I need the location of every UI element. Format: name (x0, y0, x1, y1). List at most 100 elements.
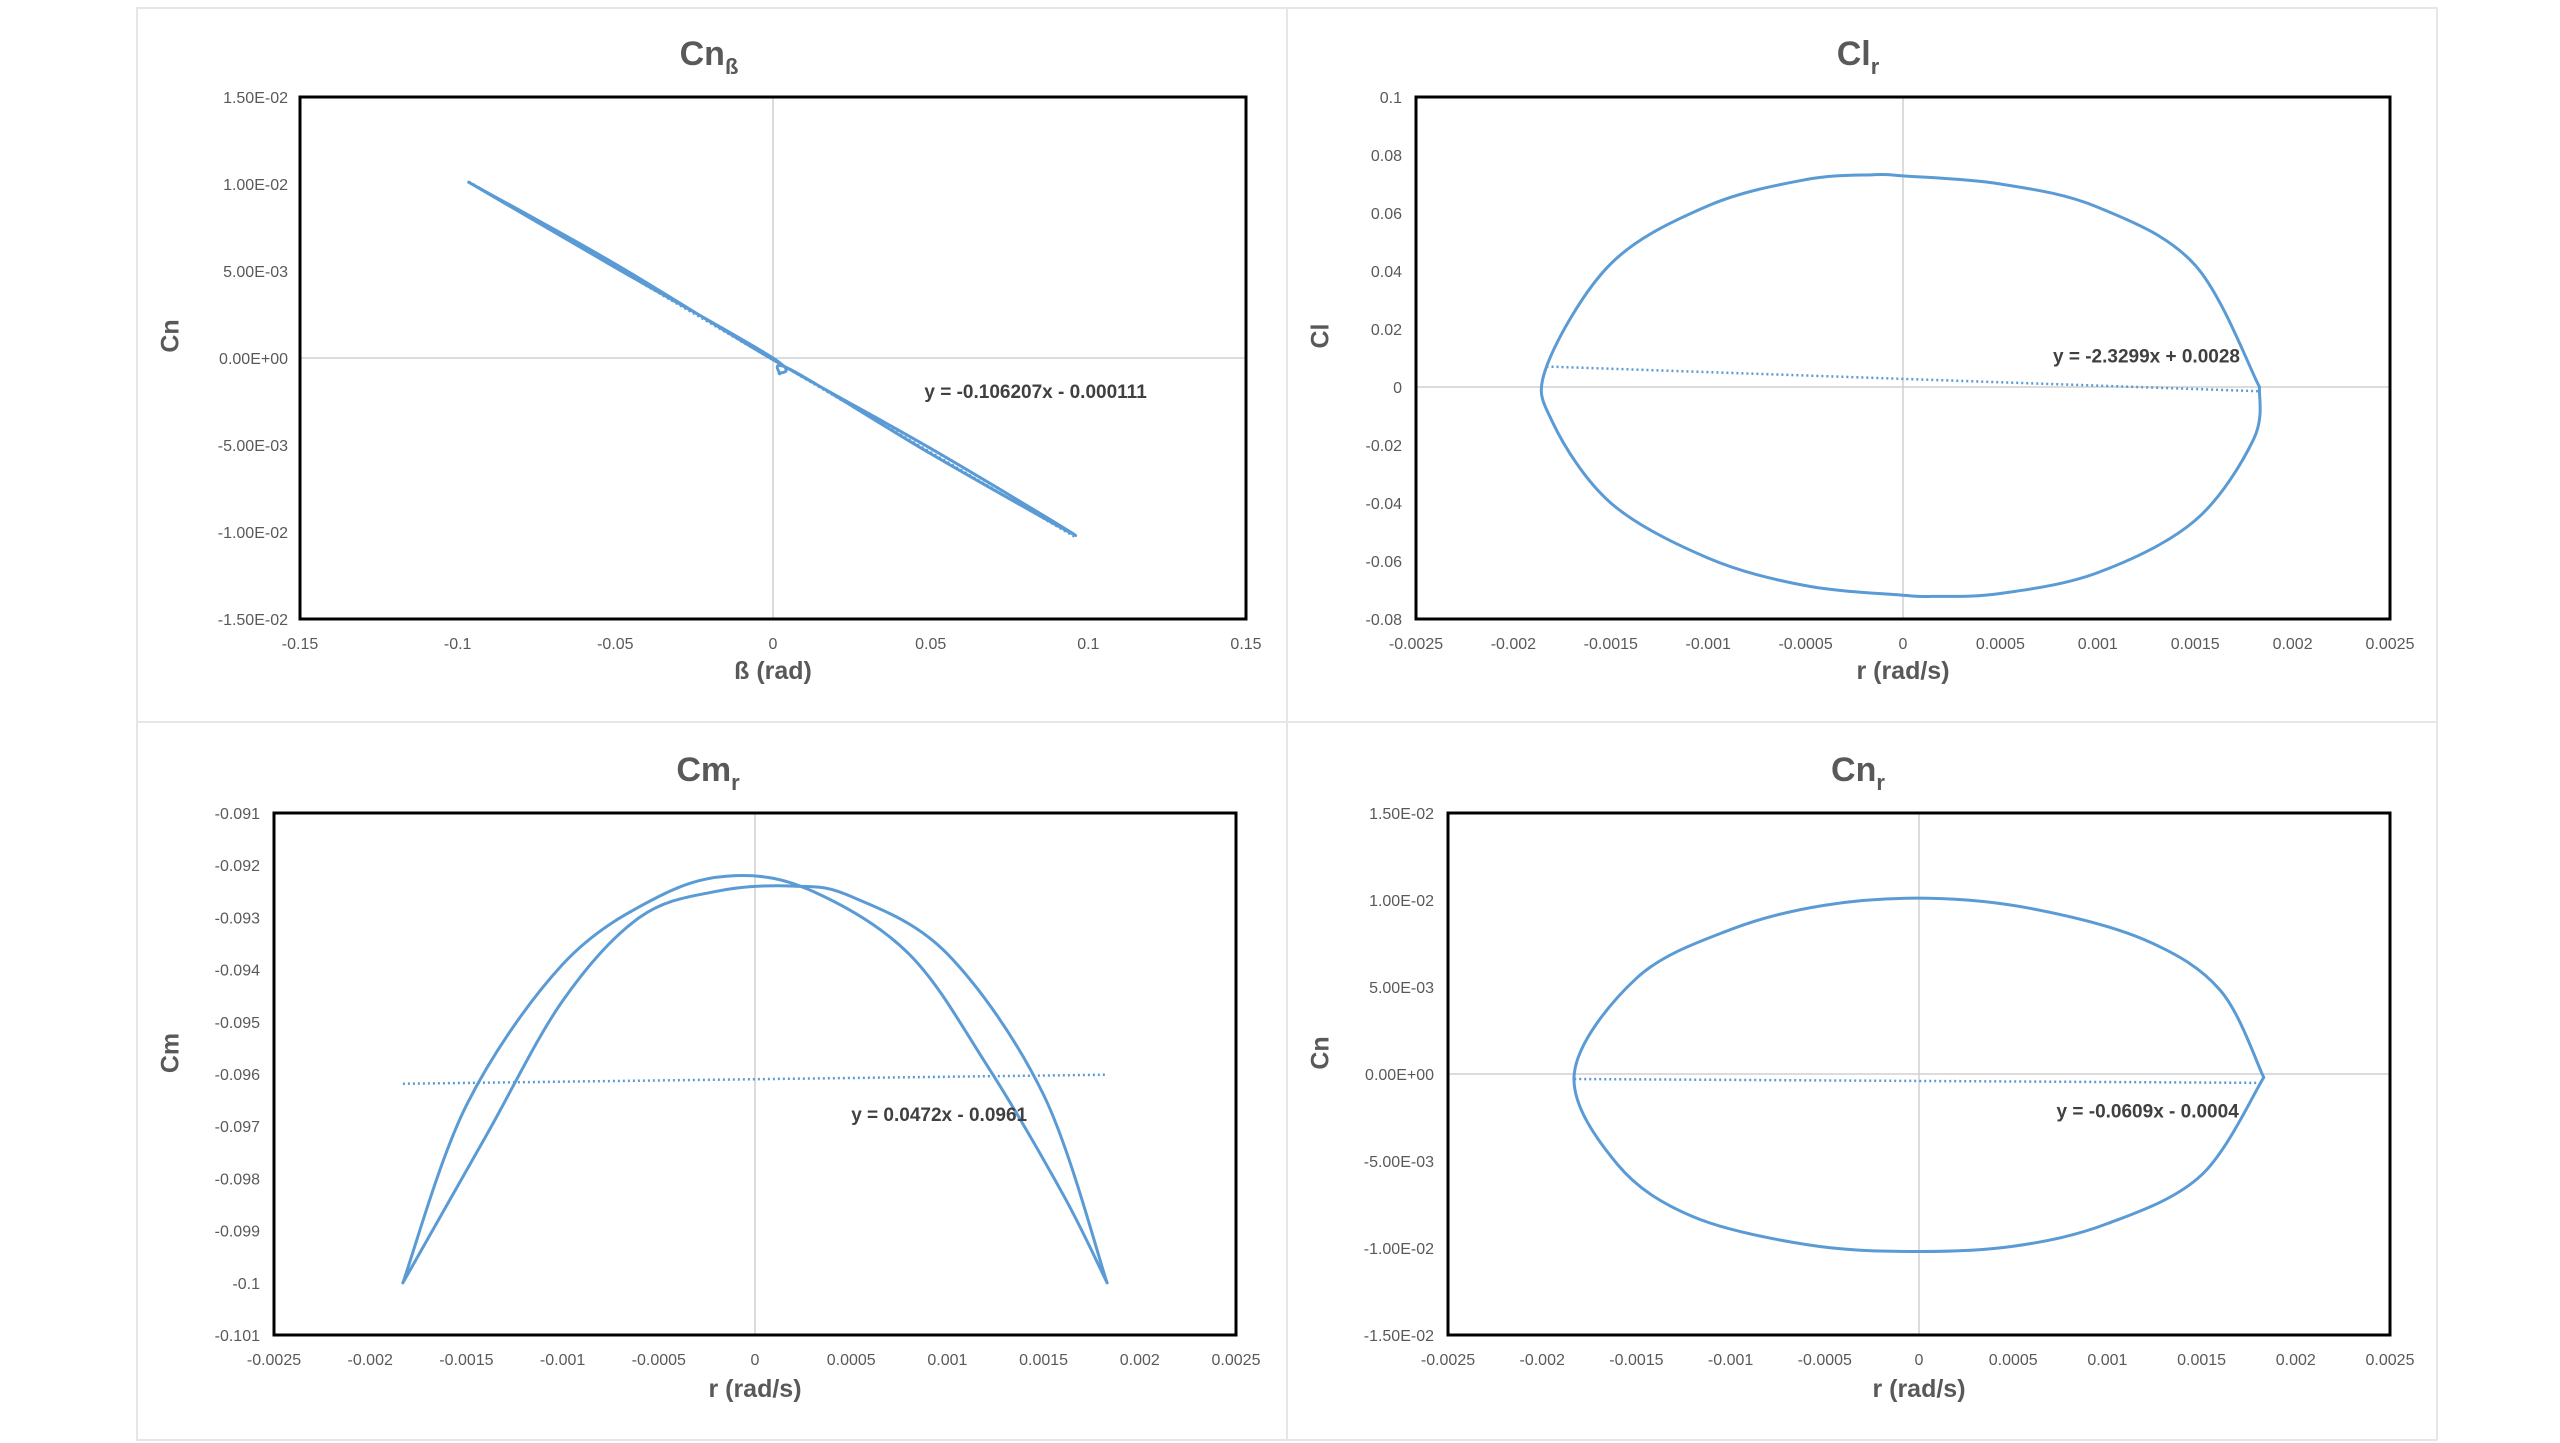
x-axis-title: ß (rad) (734, 657, 812, 685)
y-tick-label: 0 (1393, 380, 1402, 397)
y-axis-title: Cn (157, 319, 185, 352)
y-tick-label: -5.00E-03 (218, 438, 288, 455)
series-line-0 (1539, 172, 2262, 599)
chart-panel-cn-beta: Cnß 1.50E-02 1.00E-02 5.00E-03 0.00E+00 -5.00… (136, 7, 1288, 723)
x-tick-label: -0.0015 (439, 1352, 493, 1369)
plot-area-border (298, 95, 1248, 621)
x-tick-label: 0 (1899, 636, 1908, 653)
y-tick-label: -0.04 (1366, 496, 1403, 513)
trendline (468, 180, 1077, 539)
trendline-equation: y = -2.3299x + 0.0028 (2053, 346, 2240, 367)
y-tick-label: -1.50E-02 (1364, 1328, 1434, 1345)
y-tick-label: -1.00E-02 (1364, 1241, 1434, 1258)
y-axis-title: Cm (157, 1033, 185, 1073)
x-tick-label: -0.0015 (1584, 636, 1638, 653)
chart-svg: Cmr-0.091-0.092-0.093-0.094-0.095-0.096-… (157, 751, 1261, 1403)
x-tick-label: -0.0025 (247, 1352, 301, 1369)
chart-title: Clr (1837, 35, 1880, 79)
x-tick-label: -0.002 (348, 1352, 393, 1369)
x-tick-label: -0.001 (1686, 636, 1731, 653)
y-tick-label: -0.093 (215, 910, 260, 927)
series-line-0 (401, 874, 1109, 1285)
trendline-equation: y = 0.0472x - 0.0961 (851, 1105, 1027, 1126)
y-tick-label: 1.00E-02 (223, 177, 288, 194)
x-tick-label: -0.1 (444, 636, 472, 653)
x-tick-label: -0.05 (597, 636, 634, 653)
plot-area-border (1414, 95, 2392, 621)
chart-title-subscript: ß (725, 54, 738, 79)
chart-title-main: Cn (1831, 751, 1876, 789)
chart-title-main: Cm (676, 751, 731, 789)
y-tick-label: -0.1 (232, 1276, 260, 1293)
y-tick-label: 5.00E-03 (223, 264, 288, 281)
y-tick-label: -0.097 (215, 1119, 260, 1136)
y-tick-label: -5.00E-03 (1364, 1154, 1434, 1171)
x-tick-label: 0.1 (1077, 636, 1099, 653)
x-tick-label: 0.0005 (1989, 1352, 2038, 1369)
y-tick-label: 0.02 (1371, 322, 1402, 339)
x-tick-label: 0.001 (2087, 1352, 2127, 1369)
series-line-0 (1572, 896, 2266, 1254)
x-tick-label: -0.0005 (632, 1352, 686, 1369)
y-tick-label: 5.00E-03 (1369, 980, 1434, 997)
x-axis-title: r (rad/s) (708, 1375, 801, 1403)
y-tick-label: -0.06 (1366, 554, 1403, 571)
y-tick-label: -0.094 (215, 963, 260, 980)
trendline (1546, 365, 2260, 393)
y-tick-label: 0.00E+00 (1365, 1067, 1434, 1084)
y-tick-label: 1.00E-02 (1369, 893, 1434, 910)
chart-panel-cm-r: Cmr -0.091 -0.092 -0.093 -0.094 -0.095 -0.096-… (136, 721, 1288, 1441)
chart-panel-cn-r: Cnr 1.50E-02 1.00E-02 5.00E-03 0.00E+00 -5.00… (1286, 721, 2438, 1441)
y-tick-label: 0.1 (1380, 90, 1402, 107)
y-tick-label: -0.02 (1366, 438, 1403, 455)
y-tick-label: 1.50E-02 (1369, 806, 1434, 823)
x-tick-label: 0.0025 (2366, 636, 2415, 653)
y-tick-label: 0.04 (1371, 264, 1402, 281)
x-tick-label: 0 (769, 636, 778, 653)
x-tick-label: 0 (1915, 1352, 1924, 1369)
x-tick-label: -0.001 (1708, 1352, 1753, 1369)
x-tick-label: -0.002 (1520, 1352, 1565, 1369)
chart-title-subscript: r (1871, 54, 1880, 79)
trendline-equation: y = -0.0609x - 0.0004 (2057, 1102, 2240, 1123)
chart-title-subscript: r (1876, 770, 1885, 795)
y-tick-label: 0.00E+00 (219, 351, 288, 368)
plot-area-border (272, 811, 1238, 1337)
chart-title-main: Cl (1837, 35, 1871, 73)
x-tick-label: -0.001 (540, 1352, 585, 1369)
x-tick-label: -0.0005 (1798, 1352, 1852, 1369)
y-tick-label: -0.096 (215, 1067, 260, 1084)
x-tick-label: -0.0025 (1389, 636, 1443, 653)
chart-title-main: Cn (680, 35, 725, 73)
y-tick-label: -0.091 (215, 806, 260, 823)
trendline (402, 1073, 1108, 1085)
y-tick-label: 0.06 (1371, 206, 1402, 223)
y-tick-label: -0.095 (215, 1015, 260, 1032)
x-tick-label: 0.002 (1120, 1352, 1160, 1369)
x-tick-label: -0.002 (1491, 636, 1536, 653)
chart-svg: Cnr1.50E-021.00E-025.00E-030.00E+00-5.00… (1307, 751, 2415, 1403)
x-tick-label: 0.0005 (827, 1352, 876, 1369)
y-tick-label: -0.08 (1366, 612, 1403, 629)
x-tick-label: 0.001 (927, 1352, 967, 1369)
plot-area-border (1446, 811, 2392, 1337)
x-tick-label: 0 (751, 1352, 760, 1369)
y-tick-label: -0.098 (215, 1171, 260, 1188)
y-tick-label: -1.00E-02 (218, 525, 288, 542)
trendline-equation: y = -0.106207x - 0.000111 (924, 382, 1147, 403)
x-tick-label: 0.0015 (2171, 636, 2220, 653)
y-tick-label: -0.101 (215, 1328, 260, 1345)
x-tick-label: 0.0025 (2366, 1352, 2415, 1369)
x-tick-label: 0.15 (1230, 636, 1261, 653)
y-tick-label: -0.099 (215, 1224, 260, 1241)
y-tick-label: 1.50E-02 (223, 90, 288, 107)
chart-svg: Clr0.10.080.060.040.020-0.02-0.04-0.06-0… (1307, 35, 2415, 685)
x-tick-label: -0.0005 (1778, 636, 1832, 653)
y-axis-title: Cn (1307, 1036, 1335, 1069)
x-tick-label: 0.0005 (1976, 636, 2025, 653)
x-tick-label: -0.15 (282, 636, 319, 653)
x-axis-title: r (rad/s) (1856, 657, 1949, 685)
x-tick-label: 0.001 (2078, 636, 2118, 653)
x-tick-label: -0.0015 (1609, 1352, 1663, 1369)
chart-title: Cmr (676, 751, 740, 795)
